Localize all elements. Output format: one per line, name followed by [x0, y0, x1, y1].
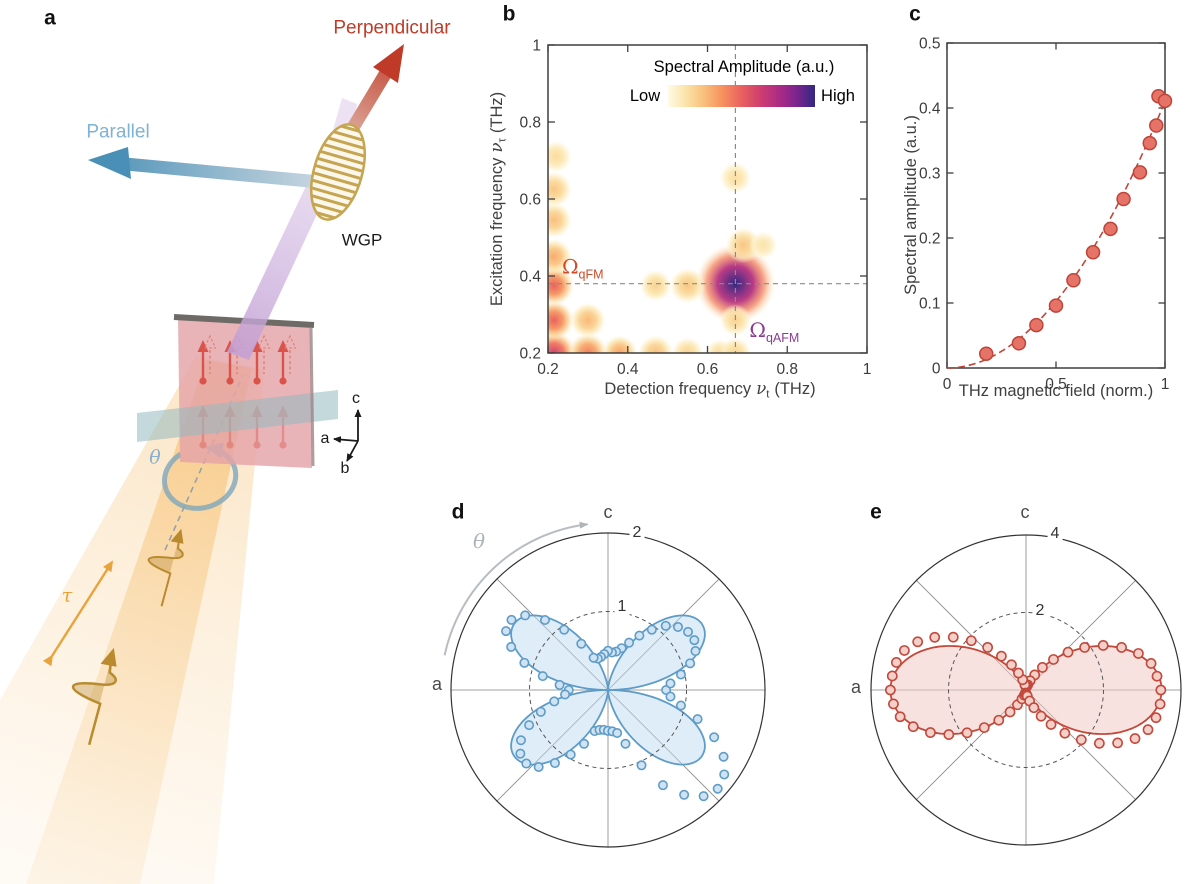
svg-text:0: 0 [932, 361, 941, 378]
panel-d-axis-c-label: c [603, 502, 613, 522]
svg-text:0: 0 [943, 376, 952, 393]
svg-text:0.6: 0.6 [519, 192, 541, 209]
colorbar-title: Spectral Amplitude (a.u.) [653, 57, 835, 76]
panel-d-svg [443, 521, 766, 848]
svg-text:0.5: 0.5 [919, 36, 941, 53]
panel-label-c: c [909, 2, 921, 26]
svg-text:0.2: 0.2 [519, 346, 541, 363]
tau-delay-arrow [42, 560, 114, 667]
svg-text:0.6: 0.6 [697, 361, 719, 378]
svg-text:0.1: 0.1 [919, 296, 941, 313]
panel-e-ring-label-2: 2 [1032, 603, 1048, 619]
cut-plane [137, 390, 338, 442]
svg-text:0.2: 0.2 [537, 361, 559, 378]
svg-text:0.2: 0.2 [919, 231, 941, 248]
svg-text:0.4: 0.4 [919, 101, 941, 118]
plot-box [946, 42, 1166, 369]
panel-b-xlabel: Detection frequency νt (THz) [604, 379, 816, 401]
panel-e-axis-a-label: a [850, 677, 862, 697]
crystal-axes [333, 409, 362, 462]
colorbar-high-label: High [821, 86, 855, 105]
panel-label-b: b [502, 2, 516, 26]
svg-text:1: 1 [863, 361, 872, 378]
panel-label-d: d [451, 500, 465, 524]
panel-b-ylabel: Excitation frequencyντ(THz) [487, 91, 509, 307]
thz-pulse-1 [147, 528, 184, 607]
svg-text:0.8: 0.8 [519, 115, 541, 132]
svg-text:0.4: 0.4 [617, 361, 639, 378]
panel-d-ring-label-2: 2 [629, 525, 645, 541]
panel-d-axis-a-label: a [431, 674, 443, 694]
panel-c-ylabel: Spectral amplitude (a.u.) [901, 115, 920, 295]
crystal-axis-a-label: a [320, 430, 330, 447]
wgp-polarizer [301, 120, 375, 224]
spin-arrows-top [197, 334, 297, 385]
panel-c-svg: 0 0.5 1 0 0.1 0.2 0.3 0.4 0.5 [919, 36, 1173, 393]
panel-d-ring-label-1: 1 [614, 599, 630, 615]
svg-text:1: 1 [532, 38, 541, 55]
panel-e-axis-c-label: c [1020, 502, 1030, 522]
panel-d-theta-label: θ [472, 529, 486, 553]
fit-curve [946, 101, 1166, 369]
panel-b-svg: 0.2 0.4 0.6 0.8 1 0.2 0.4 0.6 0.8 1 ΩqFM ΩqAFM [519, 38, 872, 379]
crystal-axis-b-label: b [340, 460, 350, 477]
panel-e-svg [870, 534, 1182, 846]
sample-right-edge [309, 327, 315, 467]
annotation-qAFM: ΩqAFM [749, 318, 799, 345]
colorbar [668, 85, 815, 107]
annotation-qFM: ΩqFM [562, 254, 604, 281]
svg-text:1: 1 [1161, 376, 1170, 393]
panel-e-ring-label-4: 4 [1047, 526, 1063, 542]
tau-label: τ [61, 584, 73, 607]
panel-c-xlabel: THz magnetic field (norm.) [958, 381, 1154, 400]
wgp-label: WGP [341, 230, 383, 250]
svg-text:0.3: 0.3 [919, 166, 941, 183]
perpendicular-label: Perpendicular [333, 17, 451, 39]
parallel-label: Parallel [86, 121, 150, 143]
svg-text:0.4: 0.4 [519, 269, 541, 286]
perpendicular-arrow [345, 44, 404, 135]
theta-label-a: θ [149, 446, 161, 469]
thz-beam [0, 356, 264, 884]
svg-text:0.5: 0.5 [1045, 376, 1067, 393]
crystal-axis-c-label: c [352, 390, 360, 407]
panel-label-e: e [870, 500, 882, 524]
panel-a-illustration [0, 44, 404, 884]
panel-label-a: a [44, 6, 56, 30]
svg-text:0.8: 0.8 [776, 361, 798, 378]
theta-sweep-arrow [443, 521, 589, 656]
colorbar-low-label: Low [629, 86, 661, 105]
parallel-arrow [88, 147, 321, 189]
